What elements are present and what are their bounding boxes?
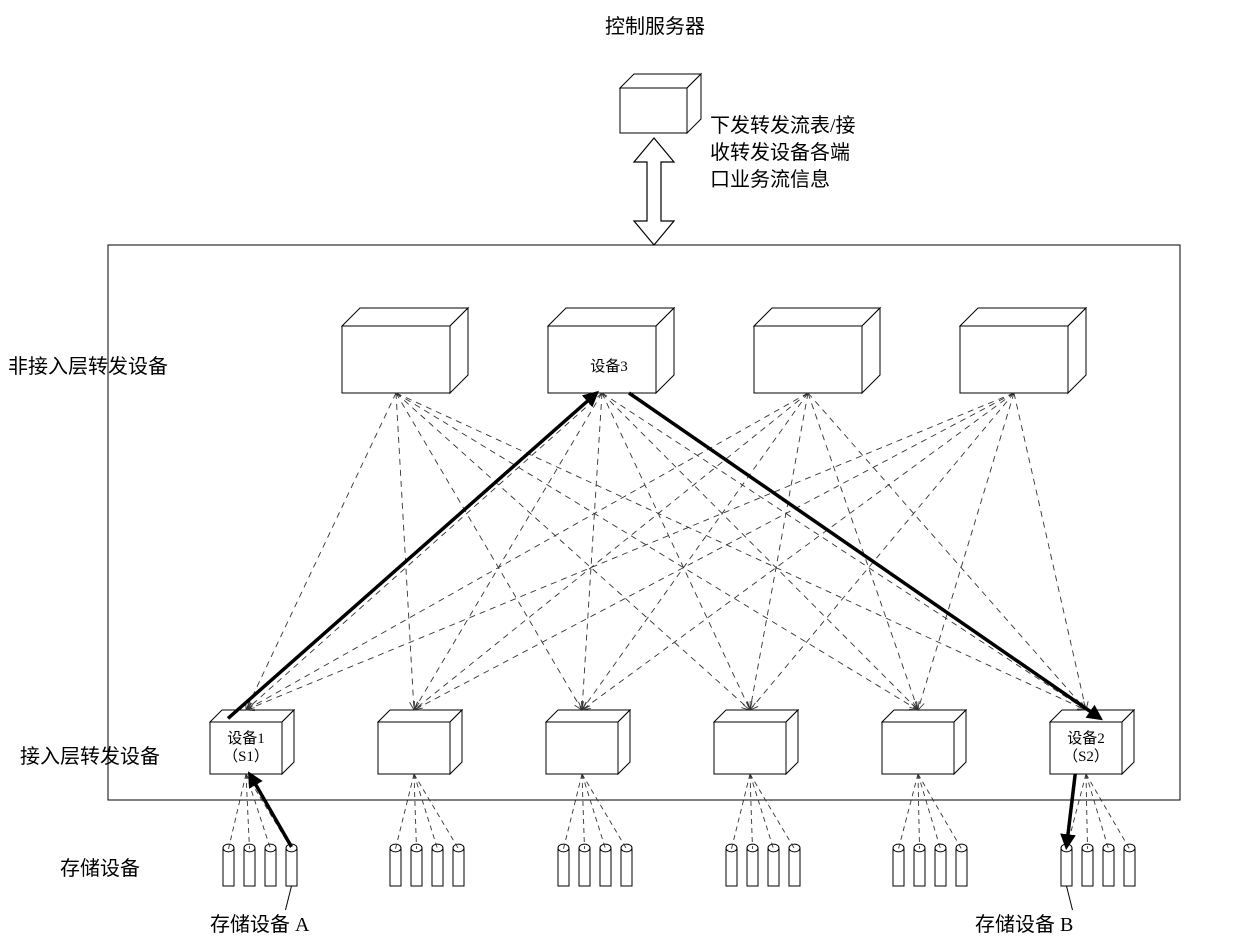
non-access-device-2	[548, 308, 674, 393]
storage-link	[732, 774, 751, 849]
storage-cylinder	[600, 844, 611, 886]
storage-link	[918, 774, 941, 849]
dashed-links	[246, 393, 1088, 711]
storage-cylinder	[579, 844, 590, 886]
storage-link	[750, 774, 774, 849]
storage-cylinder	[558, 844, 569, 886]
leader-storage-a	[286, 886, 292, 910]
storage-label: 存储设备	[60, 852, 140, 881]
storage-cylinder	[390, 844, 401, 886]
storage-link	[1086, 774, 1130, 849]
storage-link	[246, 774, 250, 849]
storage-cylinder	[621, 844, 632, 886]
storage-cylinder	[747, 844, 758, 886]
access-layer-label: 接入层转发设备	[20, 740, 160, 769]
bold-seg-a-to-s1	[250, 774, 292, 847]
non-access-device-4	[960, 308, 1086, 393]
device1-sub: （S1）	[223, 749, 269, 765]
storage-link	[414, 774, 438, 849]
storage-cylinder	[432, 844, 443, 886]
storage-link	[414, 774, 459, 849]
storage-cylinder	[789, 844, 800, 886]
storage-link	[582, 774, 585, 849]
storage-cylinder	[265, 844, 276, 886]
storage-link	[582, 774, 606, 849]
title-label: 控制服务器	[605, 10, 705, 39]
device1-name: 设备1	[227, 731, 265, 747]
control-server-box	[620, 74, 701, 133]
device2-label: 设备2 （S2）	[1056, 730, 1116, 766]
annotation-line-1: 下发转发流表/接	[710, 113, 856, 140]
storage-link	[564, 774, 583, 849]
leader-storage-b	[1067, 886, 1073, 910]
storage-link	[918, 774, 920, 849]
annotation-line-2: 收转发设备各端	[710, 140, 856, 167]
access-device-5	[882, 710, 966, 774]
storage-link	[582, 774, 627, 849]
storage-cylinder	[1082, 844, 1093, 886]
storage-b-label: 存储设备 B	[975, 908, 1073, 937]
storage-cylinder	[286, 844, 297, 886]
storage-cylinder	[1103, 844, 1114, 886]
storage-cylinder	[1124, 844, 1135, 886]
storage-cylinder	[244, 844, 255, 886]
annotation-text: 下发转发流表/接 收转发设备各端 口业务流信息	[710, 113, 856, 194]
device1-label: 设备1 （S1）	[216, 730, 276, 766]
double-arrow-icon	[634, 138, 674, 245]
storage-cylinder	[411, 844, 422, 886]
storage-link	[899, 774, 919, 849]
storage-cylinder	[935, 844, 946, 886]
storage-cylinder	[893, 844, 904, 886]
storage-link	[918, 774, 962, 849]
storage-link	[414, 774, 417, 849]
storage-link	[1086, 774, 1088, 849]
storage-cylinder	[1061, 844, 1072, 886]
access-device-3	[546, 710, 630, 774]
storage-cylinder	[453, 844, 464, 886]
non-access-layer-label: 非接入层转发设备	[8, 350, 168, 379]
non-access-device-3	[754, 308, 880, 393]
storage-link	[750, 774, 753, 849]
device3-label: 设备3	[585, 358, 633, 376]
device2-sub: （S2）	[1063, 749, 1109, 765]
storage-cylinder	[768, 844, 779, 886]
storage-cylinder	[726, 844, 737, 886]
storage-cylinder	[223, 844, 234, 886]
storage-link	[229, 774, 247, 849]
access-device-4	[714, 710, 798, 774]
access-device-2	[378, 710, 462, 774]
storage-link	[246, 774, 271, 849]
bold-seg-s1-to-dev3	[228, 393, 597, 718]
device2-name: 设备2	[1067, 731, 1105, 747]
annotation-line-3: 口业务流信息	[710, 167, 856, 194]
bold-seg-dev3-to-s2	[629, 393, 1100, 718]
storage-a-label: 存储设备 A	[210, 908, 309, 937]
storage-link	[396, 774, 415, 849]
storage-link	[750, 774, 795, 849]
non-access-device-1	[342, 308, 468, 393]
storage-cylinder	[956, 844, 967, 886]
storage-cylinder	[914, 844, 925, 886]
bold-seg-s2-to-b	[1067, 774, 1076, 847]
storage-link	[1086, 774, 1109, 849]
